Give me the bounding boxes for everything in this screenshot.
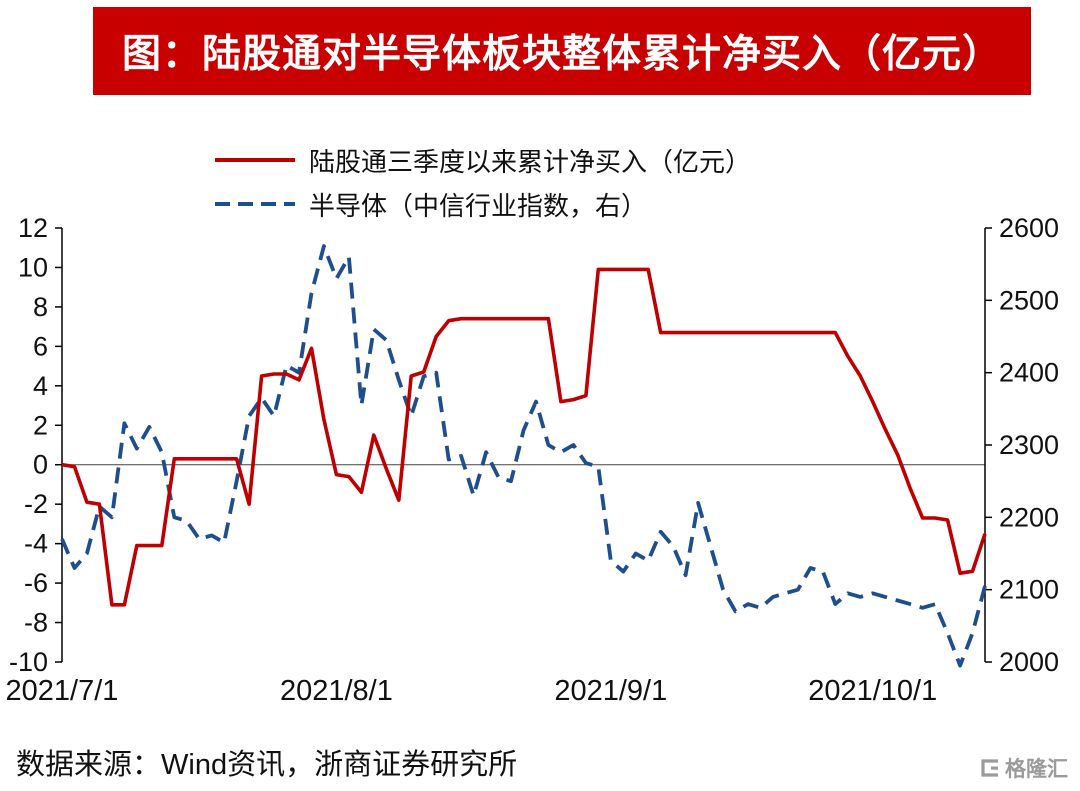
left-axis-tick-label: -4	[24, 529, 48, 559]
left-axis-tick-label: -6	[24, 568, 48, 598]
chart-title: 图：陆股通对半导体板块整体累计净买入（亿元）	[121, 33, 1002, 76]
x-axis-tick-label: 2021/10/1	[808, 675, 937, 707]
legend-label-net-buy: 陆股通三季度以来累计净买入（亿元）	[309, 146, 752, 177]
chart-legend: 陆股通三季度以来累计净买入（亿元） 半导体（中信行业指数，右）	[215, 144, 752, 221]
chart-title-banner: 图：陆股通对半导体板块整体累计净买入（亿元）	[93, 7, 1031, 95]
legend-item-semiconductor: 半导体（中信行业指数，右）	[215, 188, 751, 221]
legend-item-net-buy: 陆股通三季度以来累计净买入（亿元）	[215, 144, 752, 177]
data-source-text: 数据来源：Wind资讯，浙商证券研究所	[16, 749, 518, 781]
blue-dashed-line-sample	[215, 202, 295, 206]
gelonghui-logo: 格隆汇	[978, 753, 1068, 783]
left-axis-tick-label: 8	[33, 292, 48, 322]
semiconductor-index-line	[60, 244, 987, 668]
right-axis-tick-label: 2600	[999, 213, 1059, 243]
x-axis-tick-label: 2021/7/1	[6, 675, 119, 707]
net-buy-cumulative-line	[61, 267, 987, 607]
gelonghui-logo-text: 格隆汇	[1005, 758, 1068, 781]
x-axis-tick-label: 2021/9/1	[554, 675, 667, 707]
left-axis-tick-label: 10	[18, 252, 48, 282]
gelonghui-logo-icon	[981, 759, 998, 777]
left-axis-tick-label: 0	[33, 450, 48, 480]
left-axis-tick-label: -2	[24, 489, 48, 519]
left-axis-tick-label: 2	[33, 410, 48, 440]
x-axis-tick-label: 2021/8/1	[280, 675, 393, 707]
right-axis-tick-label: 2000	[999, 647, 1059, 677]
legend-label-semiconductor: 半导体（中信行业指数，右）	[309, 190, 648, 221]
left-axis-tick-label: 12	[18, 213, 48, 243]
right-axis-tick-label: 2400	[999, 358, 1059, 388]
right-axis-tick-label: 2500	[999, 285, 1059, 315]
right-axis-tick-label: 2200	[999, 502, 1059, 532]
right-axis-tick-label: 2300	[999, 430, 1059, 460]
left-axis-tick-label: -10	[9, 647, 48, 677]
left-axis-tick-label: 4	[33, 371, 48, 401]
left-axis-tick-label: -8	[24, 608, 48, 638]
red-solid-line-sample	[215, 158, 295, 162]
figure-footer: 数据来源：Wind资讯，浙商证券研究所 格隆汇	[0, 741, 1080, 783]
right-axis-tick-label: 2100	[999, 575, 1059, 605]
left-axis-tick-label: 6	[33, 331, 48, 361]
